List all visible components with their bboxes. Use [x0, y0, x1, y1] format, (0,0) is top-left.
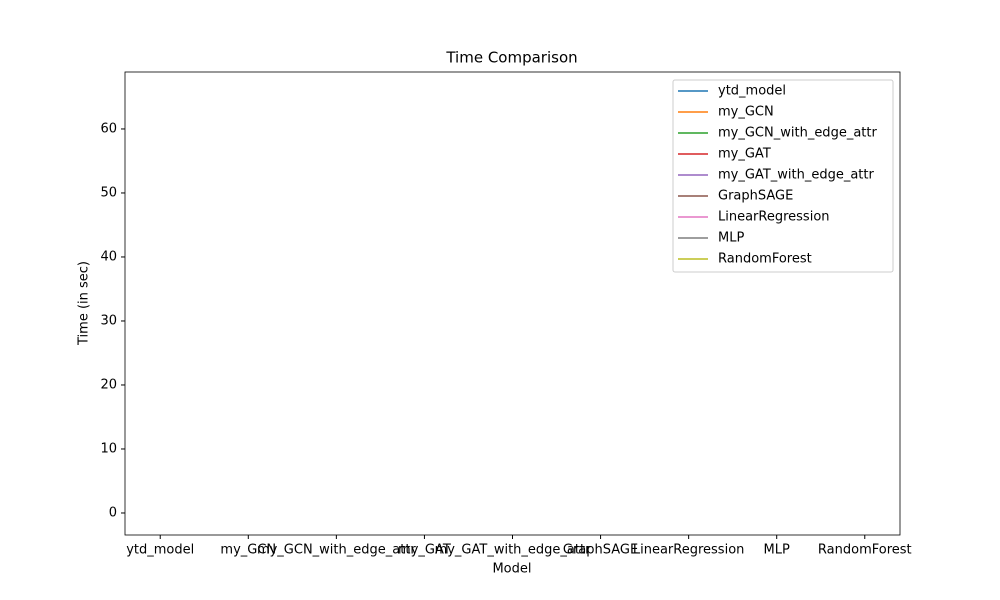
legend-label: my_GCN_with_edge_attr: [718, 126, 877, 141]
legend-label: MLP: [718, 231, 744, 246]
chart-title: Time Comparison: [445, 49, 577, 67]
y-tick-label: 30: [100, 313, 117, 328]
x-axis-label: Model: [492, 562, 531, 577]
x-tick-label: my_GCN_with_edge_attr: [257, 543, 416, 558]
legend-label: my_GCN: [718, 105, 774, 120]
legend-label: my_GAT: [718, 147, 771, 162]
y-tick-label: 40: [100, 249, 117, 264]
y-tick-label: 10: [100, 441, 117, 456]
legend-label: ytd_model: [718, 84, 786, 99]
x-tick-label: my_GCN: [220, 543, 276, 558]
legend-box: [672, 79, 894, 273]
y-tick-label: 0: [109, 505, 117, 520]
legend-label: my_GAT_with_edge_attr: [718, 168, 874, 183]
x-tick-label: my_GAT_with_edge_attr: [435, 543, 591, 558]
x-tick-label: my_GAT: [398, 543, 451, 558]
y-tick-label: 60: [100, 121, 117, 136]
legend-label: RandomForest: [718, 252, 812, 267]
x-tick-label: ytd_model: [126, 543, 194, 558]
x-tick-label: RandomForest: [818, 543, 912, 558]
y-tick-label: 50: [100, 185, 117, 200]
legend-label: LinearRegression: [718, 210, 830, 225]
x-tick-label: GraphSAGE: [563, 543, 638, 558]
x-tick-label: MLP: [764, 543, 790, 558]
y-axis-label: Time (in sec): [77, 261, 92, 346]
y-tick-label: 20: [100, 377, 117, 392]
x-tick-label: LinearRegression: [633, 543, 745, 558]
legend-label: GraphSAGE: [718, 189, 793, 204]
